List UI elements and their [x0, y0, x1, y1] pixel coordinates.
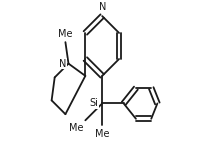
- Text: Si: Si: [89, 98, 98, 108]
- Text: Me: Me: [69, 123, 84, 133]
- Text: Me: Me: [58, 29, 73, 39]
- Text: N: N: [98, 2, 106, 12]
- Text: Me: Me: [95, 129, 110, 139]
- Text: N: N: [59, 59, 66, 69]
